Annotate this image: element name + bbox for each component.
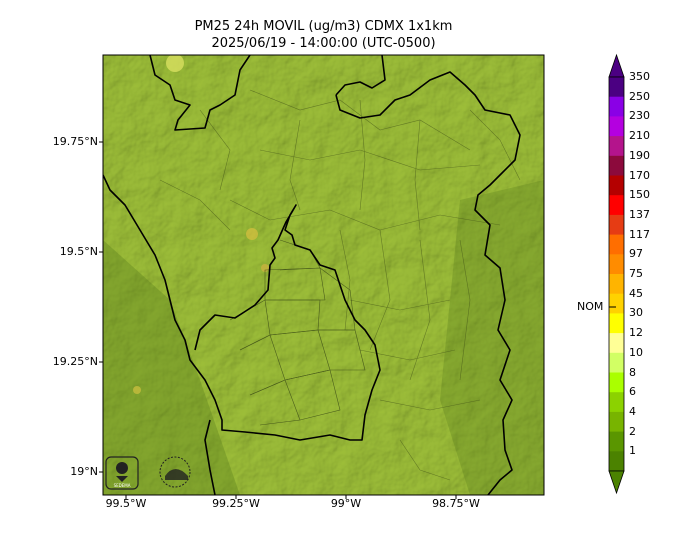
- hotspot: [166, 55, 184, 72]
- colorbar-tick-label: 8: [629, 365, 636, 379]
- colorbar-segment: [609, 96, 624, 117]
- colorbar-tick-label: 6: [629, 385, 636, 399]
- lon-label: 99.25°W: [212, 497, 260, 510]
- colorbar-segment: [609, 77, 624, 98]
- lat-label: 19.75°N: [52, 135, 98, 148]
- colorbar-segment: [609, 392, 624, 413]
- colorbar-tick-label: 75: [629, 267, 643, 280]
- colorbar-segment: [609, 451, 624, 472]
- colorbar-segment: [609, 333, 624, 354]
- colorbar-tick-label: 150: [629, 188, 650, 202]
- colorbar-segment: [609, 234, 624, 255]
- colorbar-segment: [609, 195, 624, 216]
- colorbar-tick-label: 1: [629, 444, 636, 458]
- colorbar-tick-label: 2: [629, 424, 636, 438]
- map-title: PM25 24h MOVIL (ug/m3) CDMX 1x1km: [194, 19, 453, 34]
- colorbar-segment: [609, 352, 624, 373]
- colorbar-segment: [609, 136, 624, 157]
- colorbar-segment: [609, 411, 624, 433]
- colorbar-tick-label: 230: [629, 109, 650, 123]
- municipality-boundaries: [159, 89, 521, 481]
- pm25-concentration-layer: [103, 55, 544, 495]
- colorbar-tick-label: 137: [629, 207, 650, 221]
- lon-label: 99.5°W: [105, 497, 147, 510]
- colorbar-segment: [609, 274, 624, 295]
- sedema-logo-text: SEDEMA: [114, 483, 131, 488]
- axis-ticks: [99, 141, 457, 499]
- colorbar-tick-label: 190: [629, 148, 650, 162]
- hotspot: [246, 228, 258, 240]
- colorbar-segment: [609, 155, 624, 176]
- map-frame: [102, 54, 545, 496]
- colorbar-tick-label: 350: [629, 70, 650, 83]
- colorbar-segment: [609, 254, 624, 275]
- colorbar-tick-label: 4: [629, 404, 636, 418]
- southwest-mountains: [103, 240, 240, 495]
- colorbar-tick-label: 117: [629, 227, 650, 241]
- colorbar-tick-label: 250: [629, 89, 650, 103]
- colorbar-bottom-arrow: [608, 470, 625, 495]
- colorbar-tick-label: 210: [629, 129, 650, 143]
- lon-label: 98.75°W: [432, 497, 480, 510]
- east-mountains: [440, 180, 544, 495]
- alcaldia-boundaries: [229, 239, 366, 426]
- lat-label: 19.25°N: [52, 355, 98, 368]
- gobierno-cdmx-logo: [159, 456, 191, 488]
- map-plot-area: [103, 55, 544, 495]
- colorbar-segment: [609, 313, 624, 334]
- colorbar-tick-label: 30: [629, 306, 643, 320]
- colorbar-top-arrow: [608, 53, 625, 78]
- colorbar-segment: [609, 116, 624, 137]
- sedema-logo: [105, 456, 139, 490]
- nom-threshold-label: NOM: [577, 300, 604, 313]
- lon-label: 99°W: [330, 497, 362, 510]
- colorbar-tick-label: 45: [629, 286, 643, 300]
- colorbar-tick-label: 10: [629, 345, 643, 359]
- hotspot: [133, 386, 141, 394]
- lat-label: 19°N: [70, 465, 98, 478]
- colorbar-segment: [609, 293, 624, 314]
- lat-label: 19.5°N: [59, 245, 98, 258]
- colorbar-tick-label: 170: [629, 168, 650, 182]
- colorbar-segment: [609, 214, 624, 236]
- colorbar-tick-label: 12: [629, 326, 643, 340]
- colorbar-segment: [609, 372, 624, 393]
- colorbar-tick-label: 97: [629, 247, 643, 261]
- colorbar: [608, 53, 625, 495]
- colorbar-segment: [609, 431, 624, 452]
- colorbar-segment: [609, 175, 624, 196]
- terrain-relief: [103, 55, 544, 495]
- map-timestamp: 2025/06/19 - 14:00:00 (UTC-0500): [211, 36, 436, 51]
- state-boundaries: [103, 55, 521, 495]
